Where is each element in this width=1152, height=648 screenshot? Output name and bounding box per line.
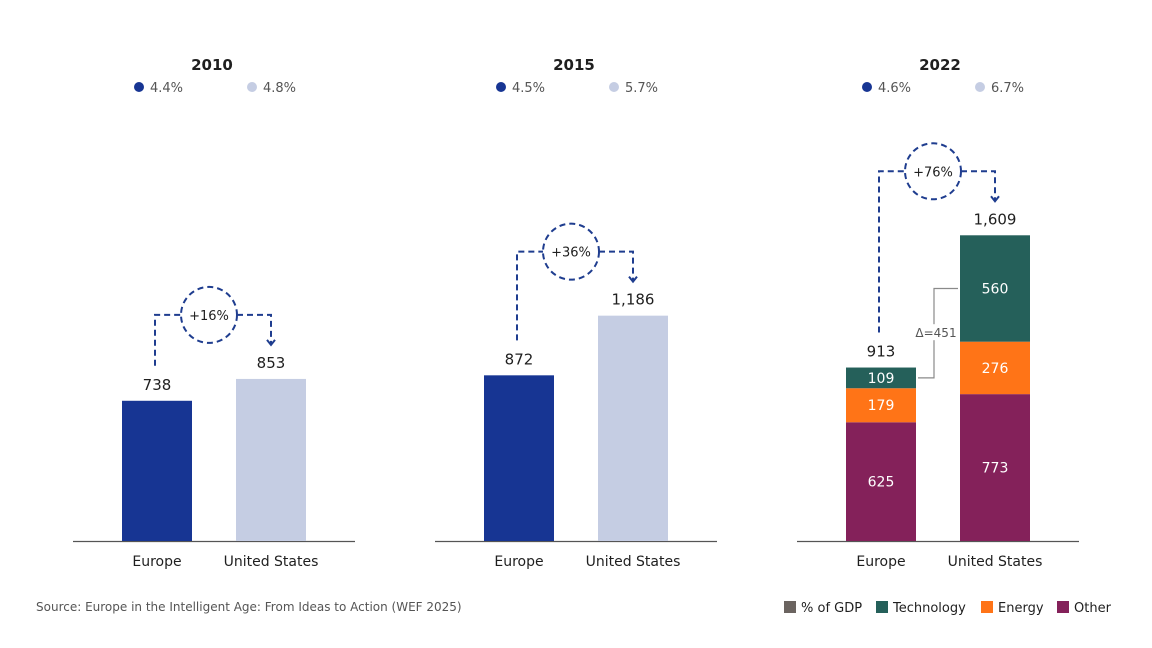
chart-panel-2015: 2015 4.5% 5.7% 872 1,186 Europe United States +… [435, 56, 717, 570]
segment-label-other: 773 [982, 461, 1009, 477]
segment-label-other: 625 [868, 475, 895, 491]
gdp-share-value: 4.8% [263, 81, 296, 96]
technology-gap-label-bg [918, 324, 954, 341]
bar-united-states [236, 378, 306, 541]
gdp-share-dot-europe [134, 82, 144, 92]
bar-united-states [598, 315, 668, 541]
gdp-share-value: 6.7% [991, 81, 1024, 96]
segment-label-energy: 179 [868, 398, 895, 414]
difference-label: +76% [913, 165, 953, 180]
gdp-share-dot-us [609, 82, 619, 92]
legend-swatch-technology [876, 601, 888, 613]
connector-arrow-icon [628, 276, 638, 284]
bar-total-united-states: 1,186 [612, 291, 655, 309]
connector-arrow-icon [266, 339, 276, 347]
category-label: United States [224, 554, 319, 570]
bar-europe [122, 400, 192, 541]
legend-label: Energy [998, 601, 1044, 616]
legend-label: % of GDP [801, 601, 862, 616]
difference-circle [180, 285, 238, 344]
bar-segment-energy-united-states [960, 341, 1030, 395]
connector-right [237, 313, 272, 345]
bar-total-united-states: 853 [257, 354, 286, 372]
connector-left [154, 313, 181, 366]
technology-gap-label: Δ=451 [915, 326, 956, 340]
bar-segment-energy-europe [846, 388, 916, 423]
segment-label-technology: 560 [982, 281, 1009, 297]
gdp-share-dot-us [975, 82, 985, 92]
connector-right [599, 250, 634, 282]
category-label: United States [948, 554, 1043, 570]
segment-label-technology: 109 [868, 371, 895, 387]
legend-swatch-other [1057, 601, 1069, 613]
category-label: Europe [494, 554, 543, 570]
category-label: United States [586, 554, 681, 570]
connector-right [961, 170, 996, 202]
gdp-share-value: 4.6% [878, 81, 911, 96]
bar-total-europe: 738 [143, 376, 172, 394]
bar-segment-technology-united-states [960, 235, 1030, 342]
bar-total-europe: 913 [867, 343, 896, 361]
gdp-share-value: 5.7% [625, 81, 658, 96]
legend-label: Technology [892, 601, 966, 616]
source-note: Source: Europe in the Intelligent Age: F… [36, 600, 462, 614]
bar-total-united-states: 1,609 [974, 210, 1017, 228]
chart-panel-2010: 2010 4.4% 4.8% 738 853 Europe United States +16… [73, 56, 355, 570]
connector-left [516, 250, 543, 341]
bar-total-europe: 872 [505, 350, 534, 368]
panel-title: 2022 [919, 56, 961, 74]
difference-circle [542, 222, 600, 281]
bar-segment-other-europe [846, 422, 916, 541]
gdp-share-value: 4.4% [150, 81, 183, 96]
segment-label-energy: 276 [982, 361, 1009, 377]
gdp-share-dot-us [247, 82, 257, 92]
bar-europe [484, 375, 554, 541]
bar-segment-other-united-states [960, 394, 1030, 541]
gdp-share-dot-europe [496, 82, 506, 92]
legend-label: Other [1074, 601, 1112, 616]
gdp-share-value: 4.5% [512, 81, 545, 96]
panel-title: 2015 [553, 56, 595, 74]
panel-title: 2010 [191, 56, 233, 74]
category-label: Europe [856, 554, 905, 570]
connector-arrow-icon [990, 195, 1000, 203]
legend-swatch--of-gdp [784, 601, 796, 613]
bar-segment-technology-europe [846, 367, 916, 389]
gdp-share-dot-europe [862, 82, 872, 92]
legend-swatch-energy [981, 601, 993, 613]
difference-label: +16% [189, 309, 229, 324]
chart-panel-2022: 2022 4.6% 6.7% 625 179 109 773 276 560 Δ=451 913 1,… [797, 56, 1079, 570]
category-label: Europe [132, 554, 181, 570]
difference-circle [904, 142, 962, 201]
difference-label: +36% [551, 246, 591, 261]
connector-left [878, 170, 905, 333]
